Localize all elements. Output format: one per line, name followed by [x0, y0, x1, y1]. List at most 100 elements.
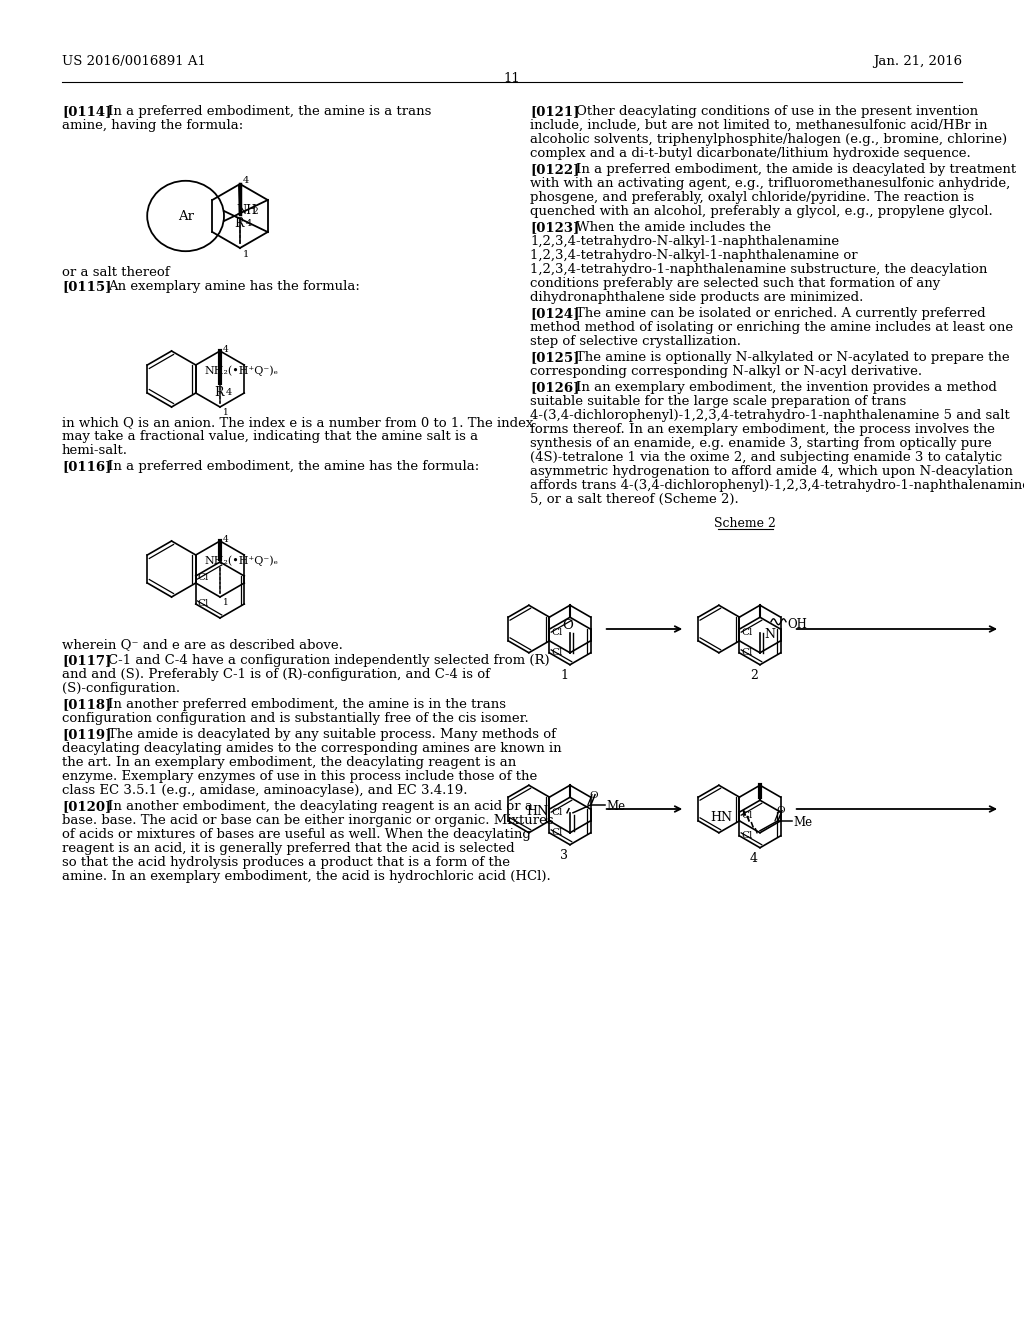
Text: 1: 1 [560, 669, 568, 681]
Text: include, include, but are not limited to, methanesulfonic acid/HBr in: include, include, but are not limited to… [530, 119, 987, 132]
Text: [0118]: [0118] [62, 698, 112, 711]
Text: base. base. The acid or base can be either inorganic or organic. Mixtures: base. base. The acid or base can be eith… [62, 814, 554, 828]
Text: [0119]: [0119] [62, 729, 112, 741]
Text: conditions preferably are selected such that formation of any: conditions preferably are selected such … [530, 277, 940, 290]
Text: 4: 4 [223, 345, 228, 354]
Text: 1,2,3,4-tetrahydro-N-alkyl-1-naphthalenamine: 1,2,3,4-tetrahydro-N-alkyl-1-naphthalena… [530, 235, 839, 248]
Text: [0117]: [0117] [62, 653, 112, 667]
Text: NH₂(•H⁺Q⁻)ₑ: NH₂(•H⁺Q⁻)ₑ [204, 366, 278, 376]
Text: 4: 4 [243, 176, 249, 185]
Text: affords trans 4-(3,4-dichlorophenyl)-1,2,3,4-tetrahydro-1-naphthalenamine: affords trans 4-(3,4-dichlorophenyl)-1,2… [530, 479, 1024, 492]
Polygon shape [238, 183, 242, 214]
Text: Me: Me [606, 800, 625, 813]
Text: enzyme. Exemplary enzymes of use in this process include those of the: enzyme. Exemplary enzymes of use in this… [62, 770, 538, 783]
Text: [0122]: [0122] [530, 162, 580, 176]
Text: Cl: Cl [741, 648, 753, 657]
Text: 4: 4 [223, 535, 228, 544]
Text: OH: OH [787, 618, 807, 631]
Text: [0124]: [0124] [530, 308, 580, 319]
Text: 2: 2 [252, 207, 258, 216]
Text: Cl: Cl [741, 830, 753, 840]
Text: Jan. 21, 2016: Jan. 21, 2016 [872, 55, 962, 69]
Text: forms thereof. In an exemplary embodiment, the process involves the: forms thereof. In an exemplary embodimen… [530, 422, 995, 436]
Text: reagent is an acid, it is generally preferred that the acid is selected: reagent is an acid, it is generally pref… [62, 842, 515, 855]
Text: In a preferred embodiment, the amine is a trans: In a preferred embodiment, the amine is … [108, 106, 431, 117]
Text: When the amide includes the: When the amide includes the [575, 220, 771, 234]
Text: and and (S). Preferably C-1 is of (R)-configuration, and C-4 is of: and and (S). Preferably C-1 is of (R)-co… [62, 668, 490, 681]
Text: The amine is optionally N-alkylated or N-acylated to prepare the: The amine is optionally N-alkylated or N… [575, 351, 1010, 364]
Text: Scheme 2: Scheme 2 [714, 517, 776, 531]
Text: Cl: Cl [552, 648, 563, 657]
Text: O: O [562, 619, 573, 632]
Text: Cl: Cl [552, 828, 563, 837]
Text: class EC 3.5.1 (e.g., amidase, aminoacylase), and EC 3.4.19.: class EC 3.5.1 (e.g., amidase, aminoacyl… [62, 784, 468, 797]
Text: US 2016/0016891 A1: US 2016/0016891 A1 [62, 55, 206, 69]
Text: HN: HN [710, 810, 732, 824]
Text: deacylating deacylating amides to the corresponding amines are known in: deacylating deacylating amides to the co… [62, 742, 561, 755]
Text: 1,2,3,4-tetrahydro-1-naphthalenamine substructure, the deacylation: 1,2,3,4-tetrahydro-1-naphthalenamine sub… [530, 263, 987, 276]
Text: In another embodiment, the deacylating reagent is an acid or a: In another embodiment, the deacylating r… [108, 800, 532, 813]
Text: HN: HN [526, 805, 548, 818]
Text: 4: 4 [246, 219, 252, 228]
Text: suitable suitable for the large scale preparation of trans: suitable suitable for the large scale pr… [530, 395, 906, 408]
Text: In a preferred embodiment, the amine has the formula:: In a preferred embodiment, the amine has… [108, 459, 479, 473]
Text: O: O [590, 791, 598, 800]
Text: alcoholic solvents, triphenylphosphite/halogen (e.g., bromine, chlorine): alcoholic solvents, triphenylphosphite/h… [530, 133, 1008, 147]
Text: 1: 1 [223, 598, 228, 607]
Text: In an exemplary embodiment, the invention provides a method: In an exemplary embodiment, the inventio… [575, 381, 997, 393]
Text: Me: Me [793, 816, 812, 829]
Text: (4S)-tetralone 1 via the oxime 2, and subjecting enamide 3 to catalytic: (4S)-tetralone 1 via the oxime 2, and su… [530, 451, 1002, 465]
Text: The amide is deacylated by any suitable process. Many methods of: The amide is deacylated by any suitable … [108, 729, 556, 741]
Text: The amine can be isolated or enriched. A currently preferred: The amine can be isolated or enriched. A… [575, 308, 986, 319]
Text: O: O [776, 805, 785, 814]
Text: so that the acid hydrolysis produces a product that is a form of the: so that the acid hydrolysis produces a p… [62, 855, 510, 869]
Text: 11: 11 [504, 73, 520, 84]
Text: configuration configuration and is substantially free of the cis isomer.: configuration configuration and is subst… [62, 711, 528, 725]
Text: 1: 1 [243, 249, 249, 259]
Text: synthesis of an enamide, e.g. enamide 3, starting from optically pure: synthesis of an enamide, e.g. enamide 3,… [530, 437, 992, 450]
Text: An exemplary amine has the formula:: An exemplary amine has the formula: [108, 280, 359, 293]
Text: NH₂(•H⁺Q⁻)ₑ: NH₂(•H⁺Q⁻)ₑ [204, 554, 278, 565]
Text: Cl: Cl [198, 599, 209, 609]
Text: corresponding corresponding N-alkyl or N-acyl derivative.: corresponding corresponding N-alkyl or N… [530, 366, 923, 378]
Text: Other deacylating conditions of use in the present invention: Other deacylating conditions of use in t… [575, 106, 978, 117]
Text: method method of isolating or enriching the amine includes at least one: method method of isolating or enriching … [530, 321, 1013, 334]
Text: or a salt thereof: or a salt thereof [62, 267, 170, 279]
Text: of acids or mixtures of bases are useful as well. When the deacylating: of acids or mixtures of bases are useful… [62, 828, 530, 841]
Text: In a preferred embodiment, the amide is deacylated by treatment: In a preferred embodiment, the amide is … [575, 162, 1016, 176]
Text: 4: 4 [750, 851, 758, 865]
Text: [0121]: [0121] [530, 106, 580, 117]
Text: quenched with an alcohol, preferably a glycol, e.g., propylene glycol.: quenched with an alcohol, preferably a g… [530, 205, 992, 218]
Text: asymmetric hydrogenation to afford amide 4, which upon N-deacylation: asymmetric hydrogenation to afford amide… [530, 465, 1013, 478]
Text: [0116]: [0116] [62, 459, 112, 473]
Text: complex and a di-t-butyl dicarbonate/lithium hydroxide sequence.: complex and a di-t-butyl dicarbonate/lit… [530, 147, 971, 160]
Text: 1: 1 [223, 408, 228, 417]
Text: in which Q is an anion. The index e is a number from 0 to 1. The index: in which Q is an anion. The index e is a… [62, 416, 534, 429]
Text: Cl: Cl [741, 810, 753, 820]
Text: C-1 and C-4 have a configuration independently selected from (R): C-1 and C-4 have a configuration indepen… [108, 653, 550, 667]
Text: Cl: Cl [552, 628, 563, 638]
Text: [0125]: [0125] [530, 351, 580, 364]
Text: amine. In an exemplary embodiment, the acid is hydrochloric acid (HCl).: amine. In an exemplary embodiment, the a… [62, 870, 551, 883]
Text: Cl: Cl [198, 573, 209, 582]
Text: (S)-configuration.: (S)-configuration. [62, 682, 180, 696]
Text: R: R [234, 216, 244, 230]
Text: NH: NH [236, 205, 256, 216]
Text: [0120]: [0120] [62, 800, 112, 813]
Text: [0123]: [0123] [530, 220, 580, 234]
Text: R: R [214, 385, 223, 399]
Text: Cl: Cl [741, 628, 753, 638]
Text: 2: 2 [750, 669, 758, 681]
Text: step of selective crystallization.: step of selective crystallization. [530, 335, 741, 348]
Text: phosgene, and preferably, oxalyl chloride/pyridine. The reaction is: phosgene, and preferably, oxalyl chlorid… [530, 191, 974, 205]
Text: hemi-salt.: hemi-salt. [62, 444, 128, 457]
Text: with with an activating agent, e.g., trifluoromethanesulfonic anhydride,: with with an activating agent, e.g., tri… [530, 177, 1011, 190]
Text: [0115]: [0115] [62, 280, 112, 293]
Text: amine, having the formula:: amine, having the formula: [62, 119, 244, 132]
Text: dihydronaphthalene side products are minimized.: dihydronaphthalene side products are min… [530, 290, 863, 304]
Text: 5, or a salt thereof (Scheme 2).: 5, or a salt thereof (Scheme 2). [530, 492, 738, 506]
Text: [0114]: [0114] [62, 106, 112, 117]
Text: may take a fractional value, indicating that the amine salt is a: may take a fractional value, indicating … [62, 430, 478, 444]
Text: 4-(3,4-dichlorophenyl)-1,2,3,4-tetrahydro-1-naphthalenamine 5 and salt: 4-(3,4-dichlorophenyl)-1,2,3,4-tetrahydr… [530, 409, 1010, 422]
Text: Cl: Cl [552, 808, 563, 817]
